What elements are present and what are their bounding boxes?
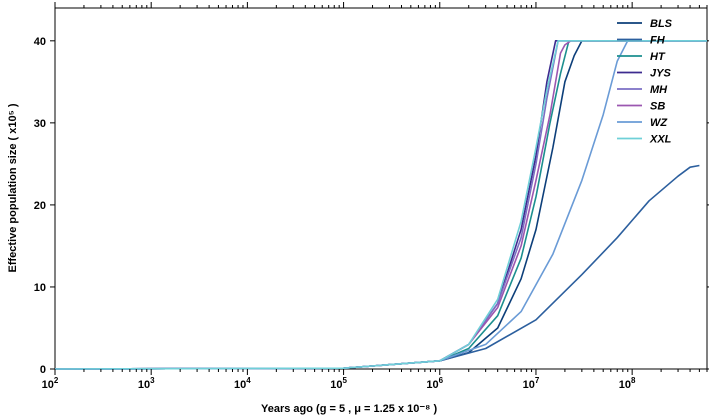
legend: BLS FH HT JYS MH SB WZ XXL (617, 18, 673, 146)
legend-label-sb: SB (650, 101, 665, 113)
x-tick-label: 102 (42, 376, 59, 391)
series-layer (54, 40, 707, 370)
y-tick-label: 0 (40, 364, 46, 376)
x-tick-label: 107 (523, 376, 540, 391)
x-tick-label: 108 (619, 376, 636, 391)
y-axis-title: Effective population size ( x10⁵ ) (7, 103, 19, 272)
legend-label-fh: FH (650, 35, 666, 47)
legend-label-bls: BLS (650, 18, 673, 30)
legend-label-mh: MH (650, 84, 668, 96)
x-axis-ticks: 102 103 104 105 106 107 108 (42, 2, 708, 391)
y-tick-label: 10 (34, 282, 46, 294)
legend-label-wz: WZ (650, 117, 668, 129)
legend-label-xxl: XXL (649, 134, 672, 146)
series-line-fh (54, 164, 700, 370)
y-tick-label: 40 (34, 36, 46, 48)
plot-frame (54, 7, 708, 370)
y-tick-label: 20 (34, 200, 46, 212)
y-tick-label: 30 (34, 118, 46, 130)
x-tick-label: 106 (426, 376, 443, 391)
x-axis-title: Years ago (g = 5 , μ = 1.25 x 10⁻⁸ ) (261, 403, 437, 415)
x-tick-label: 105 (330, 376, 347, 391)
x-tick-label: 103 (138, 376, 155, 391)
series-line-wz (54, 40, 707, 370)
x-tick-label: 104 (234, 376, 251, 391)
legend-label-ht: HT (650, 51, 666, 63)
y-axis-ticks: 0 10 20 30 40 (34, 36, 709, 376)
legend-label-jys: JYS (650, 68, 671, 80)
series-line-xxl (54, 40, 707, 370)
